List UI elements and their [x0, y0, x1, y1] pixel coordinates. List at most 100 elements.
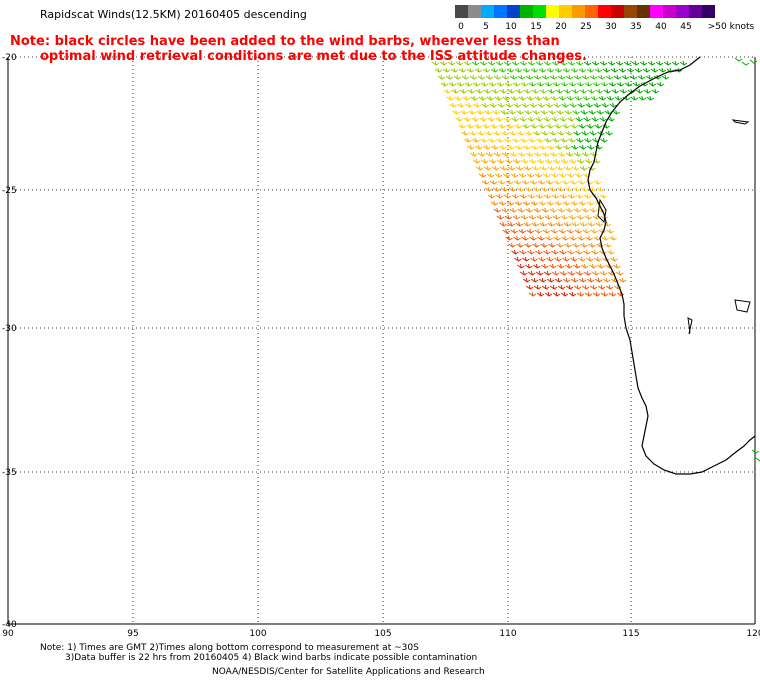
wind-barb [575, 60, 584, 66]
wind-barb [562, 123, 570, 129]
wind-barb [587, 88, 596, 94]
wind-barb [533, 74, 542, 80]
wind-barb [437, 74, 446, 80]
scale-label: 45 [680, 22, 692, 32]
wind-barb [579, 165, 588, 171]
wind-barb [629, 74, 638, 80]
wind-barb [607, 249, 615, 255]
wind-barb [534, 95, 543, 101]
wind-barb [535, 116, 543, 122]
wind-barb [590, 95, 599, 101]
scale-swatch [598, 5, 611, 18]
wind-barb [559, 116, 567, 122]
wind-barb [561, 102, 569, 108]
wind-barb [605, 284, 614, 290]
wind-barb [741, 61, 750, 66]
wind-barb [557, 263, 565, 269]
wind-barb [577, 235, 585, 241]
wind-barb [543, 249, 551, 255]
wind-barb [609, 235, 617, 241]
wind-barb [490, 123, 498, 129]
wind-barb [582, 228, 590, 234]
wind-barb [455, 60, 464, 66]
wind-barb [525, 284, 534, 290]
scale-swatch [637, 5, 650, 18]
wind-barb [540, 242, 548, 248]
wind-barb [491, 88, 500, 94]
wind-barb [511, 116, 519, 122]
wind-barb [525, 263, 533, 269]
wind-barb [570, 277, 579, 283]
wind-barb [569, 102, 577, 108]
scale-swatch [702, 5, 715, 18]
wind-barb [607, 60, 616, 66]
wind-barb [517, 263, 525, 269]
wind-barb [520, 137, 528, 143]
scale-swatch [689, 5, 702, 18]
wind-barb [605, 263, 613, 269]
wind-barb [618, 277, 627, 283]
wind-barb [585, 102, 593, 108]
wind-barb [529, 102, 537, 108]
wind-barb [549, 74, 558, 80]
wind-barb [497, 179, 506, 185]
wind-barb [439, 60, 448, 66]
wind-barb [581, 263, 589, 269]
wind-barb [449, 102, 457, 108]
wind-barb [594, 256, 602, 262]
wind-barb [505, 179, 514, 185]
wind-barb [510, 172, 519, 178]
wind-barb [431, 60, 440, 66]
wind-barb [576, 81, 585, 87]
wind-barb [555, 221, 563, 227]
wind-barb [513, 102, 521, 108]
wind-barb [642, 67, 651, 73]
wind-barb [511, 193, 520, 199]
wind-barb [523, 144, 531, 150]
wind-barb [507, 144, 515, 150]
wind-barb [591, 249, 599, 255]
wind-barb [571, 144, 579, 150]
wind-barb [513, 235, 521, 241]
wind-barb [530, 123, 538, 129]
wind-barb [588, 242, 596, 248]
wind-barbs [431, 57, 760, 462]
wind-barb [467, 144, 475, 150]
wind-barb [538, 67, 547, 73]
wind-barb [515, 88, 524, 94]
wind-barb [528, 214, 537, 220]
wind-barb [581, 284, 590, 290]
wind-barb [555, 165, 564, 171]
wind-barb [530, 256, 538, 262]
wind-barb [491, 165, 500, 171]
wind-barb [532, 186, 541, 192]
wind-barb [567, 116, 575, 122]
wind-barb [535, 193, 544, 199]
wind-barb [539, 144, 547, 150]
longitude-label: 100 [249, 629, 266, 639]
wind-barb [573, 207, 582, 213]
wind-barb [452, 109, 460, 115]
wind-barb [584, 81, 593, 87]
wind-barb [537, 179, 546, 185]
wind-barb [550, 95, 559, 101]
wind-barb [557, 284, 566, 290]
wind-barb [569, 179, 578, 185]
wind-barb [589, 284, 598, 290]
wind-barb [536, 137, 544, 143]
wind-barb [571, 221, 579, 227]
wind-barb [608, 291, 617, 297]
scale-swatch [663, 5, 676, 18]
wind-barb [573, 263, 581, 269]
wind-barb [501, 130, 509, 136]
wind-barb [570, 200, 579, 206]
wind-barb [596, 242, 604, 248]
wind-barb [507, 88, 516, 94]
wind-barb [552, 81, 561, 87]
wind-barb [499, 221, 507, 227]
wind-barb [558, 228, 566, 234]
wind-barb [551, 60, 560, 66]
wind-barb [538, 256, 546, 262]
wind-barb [552, 270, 560, 276]
